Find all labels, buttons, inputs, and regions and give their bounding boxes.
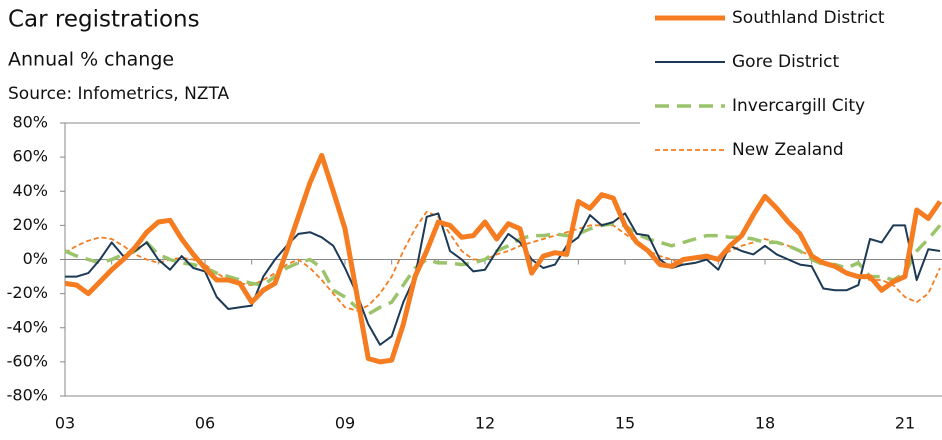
x-tick-label: 12: [475, 414, 495, 433]
y-tick-label: -20%: [7, 283, 48, 302]
legend-label: Invercargill City: [732, 96, 865, 116]
x-tick-label: 18: [755, 414, 775, 433]
y-tick-label: -80%: [7, 386, 48, 405]
y-tick-label: 0%: [23, 249, 48, 268]
x-tick-label: 21: [895, 414, 915, 433]
x-tick-label: 09: [335, 414, 355, 433]
y-tick-label: 80%: [12, 113, 48, 132]
legend-box: [640, 0, 942, 168]
y-tick-label: 40%: [12, 181, 48, 200]
x-tick-label: 03: [55, 414, 75, 433]
y-tick-label: -40%: [7, 317, 48, 336]
chart-subtitle: Annual % change: [8, 49, 174, 71]
legend-label: New Zealand: [732, 140, 844, 160]
y-tick-label: 60%: [12, 147, 48, 166]
series-line: [65, 212, 941, 346]
chart-title: Car registrations: [8, 7, 200, 33]
y-tick-label: -60%: [7, 351, 48, 370]
legend-label: Gore District: [732, 52, 839, 72]
y-tick-label: 20%: [12, 215, 48, 234]
x-tick-label: 06: [195, 414, 215, 433]
legend-label: Southland District: [732, 8, 885, 28]
x-tick-label: 15: [615, 414, 635, 433]
chart-source: Source: Infometrics, NZTA: [8, 84, 230, 104]
series-line: [64, 152, 942, 365]
